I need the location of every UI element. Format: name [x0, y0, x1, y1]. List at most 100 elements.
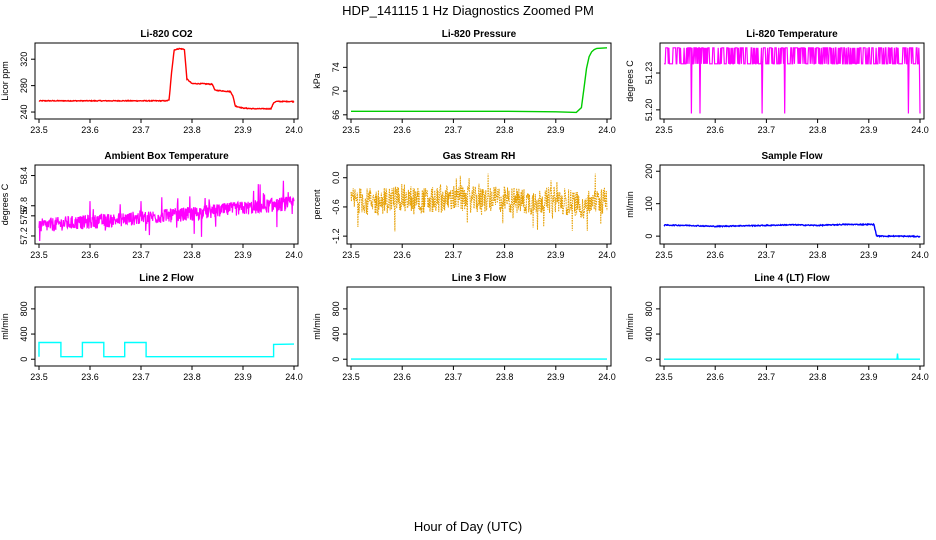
- panel-2: Li-820 Pressure kPa 23.5 23.6 23.7 23.8 23.9 24…: [312, 29, 616, 135]
- y-tick-label: 58.4: [19, 167, 29, 185]
- series-line: [664, 47, 921, 114]
- y-axis-label: Licor ppm: [0, 61, 10, 101]
- y-tick-label: 400: [19, 327, 29, 342]
- x-axis-label: Hour of Day (UTC): [414, 519, 522, 534]
- panel-title: Gas Stream RH: [443, 151, 516, 162]
- y-axis-label: percent: [312, 189, 322, 220]
- x-tick-label: 23.7: [758, 372, 776, 382]
- x-tick-label: 23.9: [547, 372, 565, 382]
- y-axis-label: degrees C: [625, 60, 635, 102]
- x-tick-label: 23.9: [860, 125, 878, 135]
- x-tick-label: 24.0: [598, 250, 616, 260]
- x-tick-label: 23.6: [81, 125, 99, 135]
- panel-7: Line 2 Flow ml/min 23.5 23.6 23.7 23.8 23.9 24.…: [0, 273, 303, 382]
- plot-frame: [34, 286, 299, 367]
- y-tick-label: 800: [19, 301, 29, 316]
- y-tick-label: 100: [644, 196, 654, 211]
- y-tick-label: 800: [644, 301, 654, 316]
- x-tick-label: 24.0: [598, 125, 616, 135]
- y-tick-label: -1.2: [331, 228, 341, 244]
- x-tick-label: 23.6: [393, 125, 411, 135]
- x-tick-label: 23.7: [132, 372, 150, 382]
- y-axis-label: ml/min: [312, 313, 322, 340]
- panel-4: Ambient Box Temperature degrees C 23.5 23.6…: [0, 151, 303, 260]
- y-axis-label: kPa: [312, 73, 322, 89]
- y-tick-label: 74: [331, 62, 341, 72]
- x-tick-label: 24.0: [911, 125, 929, 135]
- y-tick-label: 51.20: [644, 99, 654, 122]
- y-tick-label: 800: [331, 301, 341, 316]
- panel-title: Ambient Box Temperature: [104, 151, 229, 162]
- series-line: [38, 180, 295, 242]
- y-axis-label: ml/min: [625, 191, 635, 218]
- plot-frame: [34, 164, 299, 245]
- panel-6: Sample Flow ml/min 23.5 23.6 23.7 23.8 23.9 24.…: [625, 151, 929, 260]
- panel-title: Li-820 Temperature: [746, 29, 838, 40]
- series-line: [664, 353, 920, 360]
- series-line: [38, 341, 295, 358]
- plot-frame: [346, 286, 612, 367]
- x-tick-label: 23.5: [655, 125, 673, 135]
- y-tick-label: 400: [644, 327, 654, 342]
- x-tick-label: 23.9: [234, 250, 252, 260]
- y-tick-label: 0: [644, 357, 654, 362]
- panel-title: Li-820 Pressure: [442, 29, 517, 40]
- x-tick-label: 23.6: [81, 372, 99, 382]
- x-tick-label: 23.9: [234, 372, 252, 382]
- panel-grid: Li-820 CO2 Licor ppm 23.5 23.6 23.7 23.8 23.9 2…: [0, 29, 929, 382]
- x-tick-label: 23.7: [758, 250, 776, 260]
- x-tick-label: 23.8: [496, 125, 514, 135]
- figure-title: HDP_141115 1 Hz Diagnostics Zoomed PM: [342, 3, 594, 18]
- y-tick-label: 51.23: [644, 62, 654, 85]
- x-tick-label: 23.9: [234, 125, 252, 135]
- y-tick-label: 0: [644, 234, 654, 239]
- x-tick-label: 23.5: [342, 125, 360, 135]
- x-tick-label: 24.0: [285, 372, 303, 382]
- plot-frame: [34, 42, 299, 120]
- y-tick-label: 0.0: [331, 171, 341, 184]
- x-tick-label: 23.9: [860, 372, 878, 382]
- y-tick-label: 70: [331, 86, 341, 96]
- x-tick-label: 23.5: [30, 250, 48, 260]
- panel-title: Line 3 Flow: [452, 273, 507, 284]
- y-tick-label: 280: [19, 78, 29, 93]
- series-line: [663, 222, 921, 238]
- panel-1: Li-820 CO2 Licor ppm 23.5 23.6 23.7 23.8 23.9 2…: [0, 29, 303, 135]
- y-axis-label: ml/min: [625, 313, 635, 340]
- series-line: [38, 47, 295, 111]
- x-tick-label: 23.9: [860, 250, 878, 260]
- x-tick-label: 23.6: [706, 125, 724, 135]
- y-tick-label: 57.8: [19, 197, 29, 215]
- x-tick-label: 23.6: [706, 372, 724, 382]
- x-tick-label: 23.8: [809, 250, 827, 260]
- panel-title: Sample Flow: [761, 151, 822, 162]
- x-tick-label: 23.7: [445, 372, 463, 382]
- y-tick-label: 0: [331, 357, 341, 362]
- x-tick-label: 23.7: [132, 250, 150, 260]
- x-tick-label: 23.7: [445, 250, 463, 260]
- x-tick-label: 23.8: [809, 372, 827, 382]
- x-tick-label: 23.8: [183, 250, 201, 260]
- x-tick-label: 24.0: [911, 372, 929, 382]
- y-tick-label: 400: [331, 327, 341, 342]
- y-tick-label: 57.2: [19, 227, 29, 245]
- x-tick-label: 23.7: [132, 125, 150, 135]
- y-tick-label: 320: [19, 52, 29, 67]
- x-tick-label: 23.8: [496, 250, 514, 260]
- x-tick-label: 24.0: [598, 372, 616, 382]
- x-tick-label: 23.6: [81, 250, 99, 260]
- x-tick-label: 23.7: [445, 125, 463, 135]
- y-tick-label: 200: [644, 164, 654, 179]
- x-tick-label: 23.5: [655, 372, 673, 382]
- y-tick-label: 0: [19, 357, 29, 362]
- plot-frame: [659, 286, 925, 367]
- plot-frame: [346, 164, 612, 245]
- panel-title: Line 2 Flow: [139, 273, 194, 284]
- x-tick-label: 23.9: [547, 125, 565, 135]
- y-tick-label: 240: [19, 105, 29, 120]
- x-tick-label: 24.0: [285, 125, 303, 135]
- panel-9: Line 4 (LT) Flow ml/min 23.5 23.6 23.7 23.8 23…: [625, 273, 929, 382]
- panel-5: Gas Stream RH percent 23.5 23.6 23.7 23.8 23.9…: [312, 151, 616, 260]
- plot-frame: [659, 164, 925, 245]
